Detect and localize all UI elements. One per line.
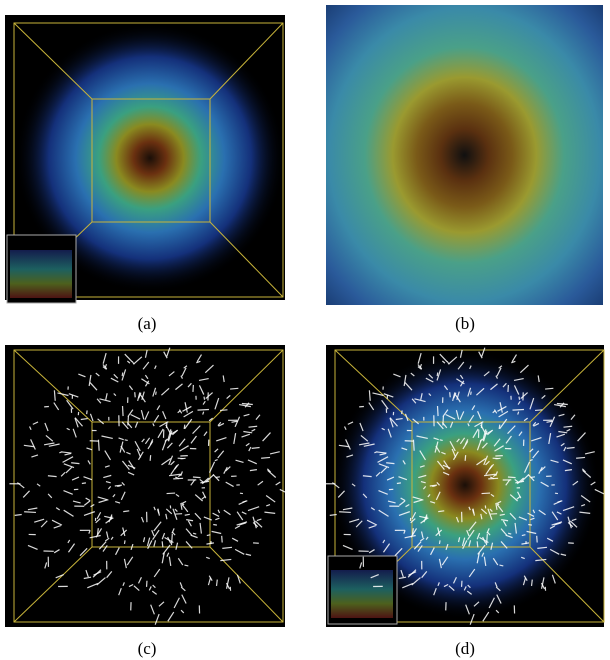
streak: [535, 410, 542, 411]
streak: [508, 533, 511, 534]
streak: [123, 406, 124, 416]
streak: [443, 416, 444, 425]
streak: [465, 455, 466, 461]
streak: [193, 533, 196, 534]
streak: [508, 477, 516, 478]
streak: [213, 525, 217, 526]
streak: [363, 476, 372, 477]
streak: [24, 512, 36, 513]
caption: (d): [455, 639, 475, 658]
streak: [450, 392, 451, 397]
streak: [576, 457, 585, 458]
streak: [54, 390, 55, 400]
streak: [180, 458, 185, 459]
streak: [197, 410, 208, 411]
streak: [220, 410, 227, 411]
streak: [437, 373, 438, 377]
streak: [495, 458, 500, 459]
streak: [369, 390, 370, 400]
streak: [545, 388, 553, 389]
streak: [167, 493, 176, 494]
streak: [432, 486, 435, 487]
streak: [528, 525, 532, 526]
figure: (a) (b) (c) (d): [0, 0, 610, 660]
streak: [339, 512, 351, 513]
streak: [193, 477, 201, 478]
streak: [440, 440, 443, 441]
streak: [532, 580, 533, 586]
panel-d: [324, 345, 604, 627]
streak: [471, 392, 472, 395]
streak: [438, 511, 444, 512]
streak: [512, 410, 523, 411]
streak: [567, 448, 575, 449]
streak: [252, 448, 260, 449]
streak: [217, 580, 218, 586]
streak: [162, 541, 163, 547]
streak: [330, 514, 337, 515]
panel-a: [5, 15, 285, 303]
streak: [439, 540, 440, 544]
caption: (b): [455, 314, 475, 333]
streak: [438, 406, 439, 416]
streak: [156, 392, 157, 395]
streak: [413, 440, 414, 451]
streak: [124, 540, 125, 544]
panel-c: [5, 345, 289, 627]
streak: [82, 483, 86, 484]
streak: [477, 541, 478, 547]
streak: [397, 483, 401, 484]
streak: [123, 511, 129, 512]
streak: [150, 455, 151, 461]
streak: [230, 388, 238, 389]
streak: [125, 440, 128, 441]
streak: [122, 373, 123, 377]
streak: [128, 416, 129, 425]
streak: [184, 565, 188, 566]
streak: [204, 397, 205, 400]
panel-b: [326, 5, 603, 305]
streak: [519, 397, 520, 400]
caption: (a): [138, 314, 157, 333]
streak: [117, 486, 120, 487]
page: (a) (b) (c) (d) (() => { const data = JS…: [0, 0, 610, 660]
streak: [48, 476, 57, 477]
caption: (c): [138, 639, 157, 658]
streak: [482, 493, 491, 494]
streak: [98, 440, 99, 451]
streak: [135, 392, 136, 397]
streak: [261, 457, 270, 458]
streak: [15, 514, 22, 515]
streak: [499, 565, 503, 566]
